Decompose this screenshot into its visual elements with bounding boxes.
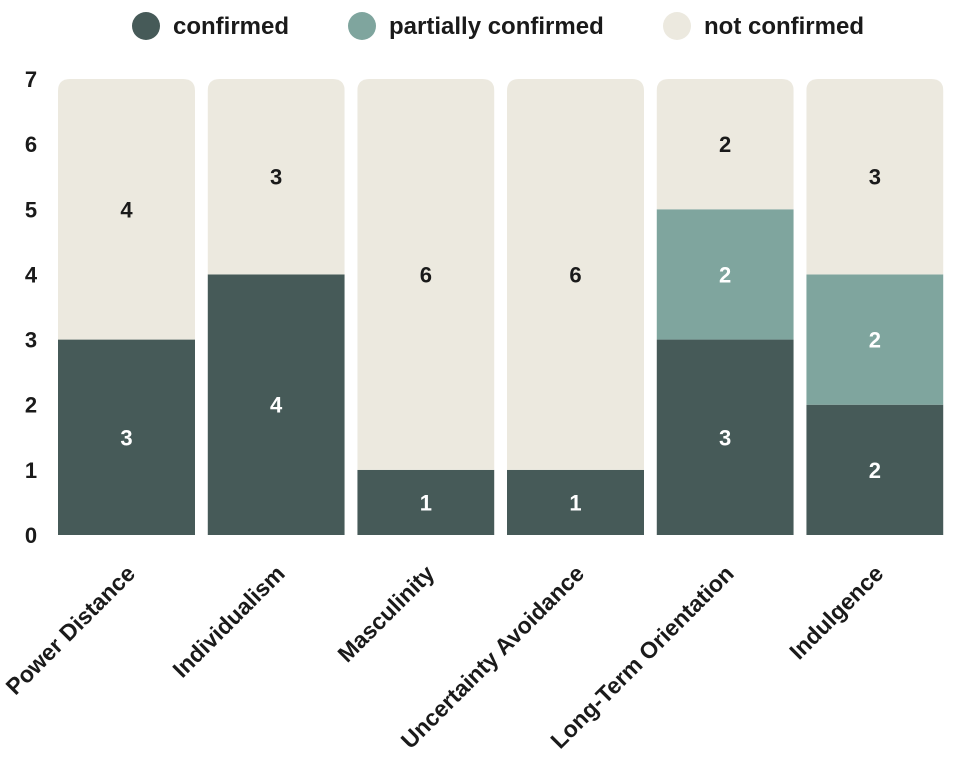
data-label: 1	[569, 490, 581, 515]
data-label: 4	[270, 393, 283, 418]
data-label: 2	[869, 328, 881, 353]
data-label: 3	[270, 165, 282, 190]
bar-segment-confirmed	[806, 404, 944, 535]
legend-item-confirmed: confirmed	[132, 12, 289, 40]
bar-segment-confirmed	[58, 339, 195, 535]
legend-label: not confirmed	[704, 13, 864, 40]
bar-segment-partially-confirmed	[656, 209, 794, 340]
legend-swatch	[348, 12, 376, 40]
y-tick-label: 4	[25, 262, 38, 287]
data-label: 3	[869, 165, 881, 190]
bar-segment-not-confirmed	[656, 79, 794, 210]
bar-stack-indulgence	[806, 79, 944, 535]
bar-segment-not-confirmed	[357, 79, 495, 470]
bar-segment-not-confirmed	[207, 79, 345, 275]
y-tick-label: 1	[25, 458, 37, 483]
bar-segment-partially-confirmed	[806, 274, 944, 405]
data-label: 6	[420, 262, 432, 287]
legend-label: confirmed	[173, 13, 289, 40]
bar-stack-uncertainty-avoidance	[507, 79, 644, 535]
y-tick-label: 6	[25, 132, 37, 157]
bar-segment-confirmed	[357, 469, 495, 535]
x-tick-label: Power Distance	[1, 560, 141, 700]
legend-swatch	[663, 12, 691, 40]
data-label: 2	[719, 132, 731, 157]
bar-stack-long-term-orientation	[656, 79, 794, 535]
data-label: 3	[719, 425, 731, 450]
bars: 3 4 4 3 1 6 1 6 3 2 2 2 2 3	[58, 79, 944, 535]
data-label: 3	[120, 425, 132, 450]
legend: confirmed partially confirmed not confirme…	[132, 12, 864, 40]
y-tick-label: 0	[25, 523, 37, 548]
legend-item-partially-confirmed: partially confirmed	[348, 12, 604, 40]
data-label: 1	[420, 490, 432, 515]
legend-swatch	[132, 12, 160, 40]
bar-segment-confirmed	[507, 469, 644, 535]
y-tick-label: 3	[25, 328, 37, 353]
bar-stack-power-distance	[58, 79, 195, 535]
y-tick-label: 7	[25, 67, 37, 92]
y-tick-label: 2	[25, 393, 37, 418]
bar-segment-not-confirmed	[58, 79, 195, 340]
bar-segment-confirmed	[656, 339, 794, 535]
legend-label: partially confirmed	[389, 13, 604, 40]
bar-segment-not-confirmed	[806, 79, 944, 275]
data-label: 2	[869, 458, 881, 483]
bar-segment-confirmed	[207, 274, 345, 535]
y-tick-label: 5	[25, 197, 37, 222]
data-label: 6	[569, 262, 581, 287]
x-tick-label: Masculinity	[332, 560, 439, 667]
bar-segment-not-confirmed	[507, 79, 644, 470]
legend-item-not-confirmed: not confirmed	[663, 12, 864, 40]
bar-stack-masculinity	[357, 79, 495, 535]
y-axis: 0 1 2 3 4 5 6 7	[25, 67, 38, 548]
data-label: 4	[120, 197, 133, 222]
x-tick-label: Indulgence	[784, 560, 888, 664]
bar-stack-individualism	[207, 79, 345, 535]
x-tick-label: Individualism	[167, 560, 289, 682]
data-label: 2	[719, 262, 731, 287]
